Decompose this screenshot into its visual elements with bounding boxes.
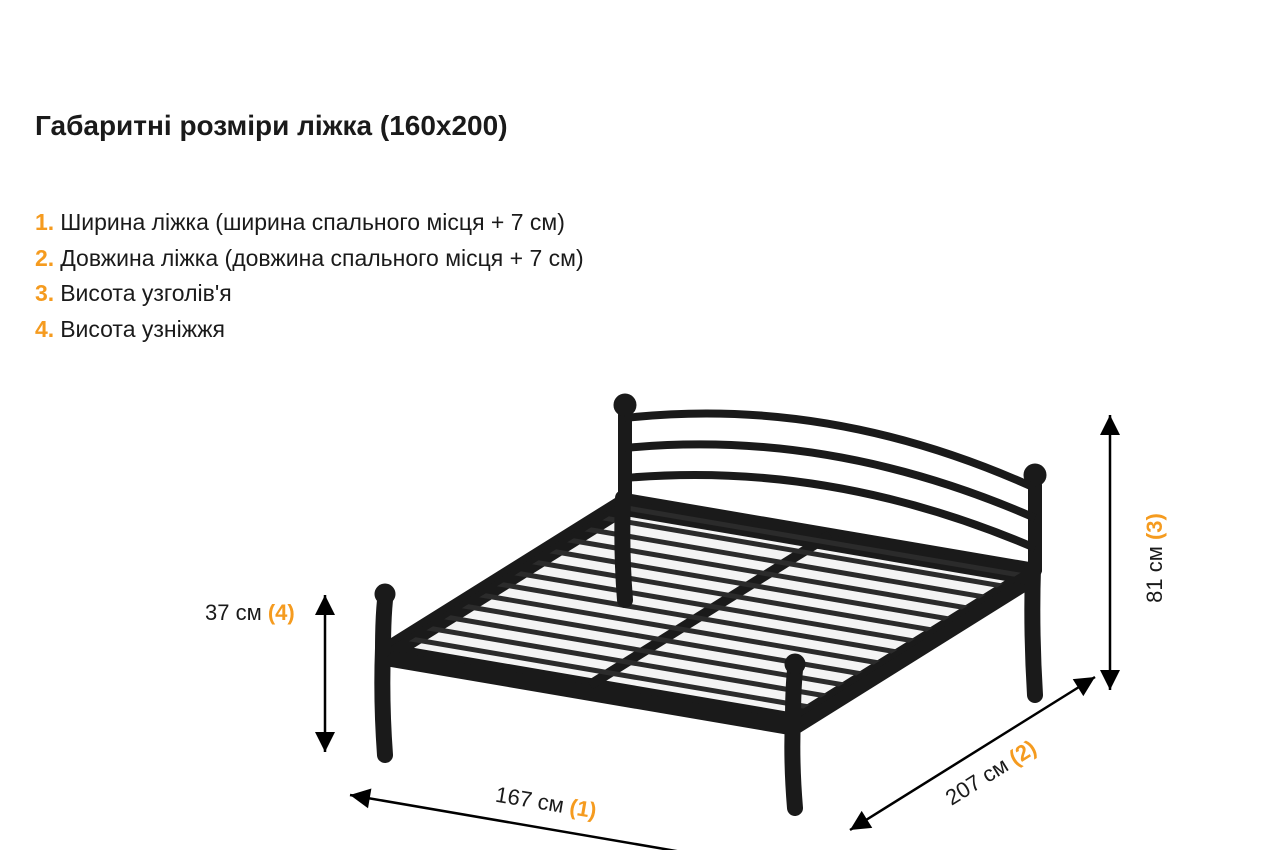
dim-label-head-height: 81 см (3): [1142, 513, 1168, 603]
bed-frame: [375, 394, 1046, 808]
bed-diagram: [0, 0, 1275, 850]
dim-arrow-length: [850, 677, 1095, 830]
dim-label-foot-height: 37 см (4): [205, 600, 295, 626]
